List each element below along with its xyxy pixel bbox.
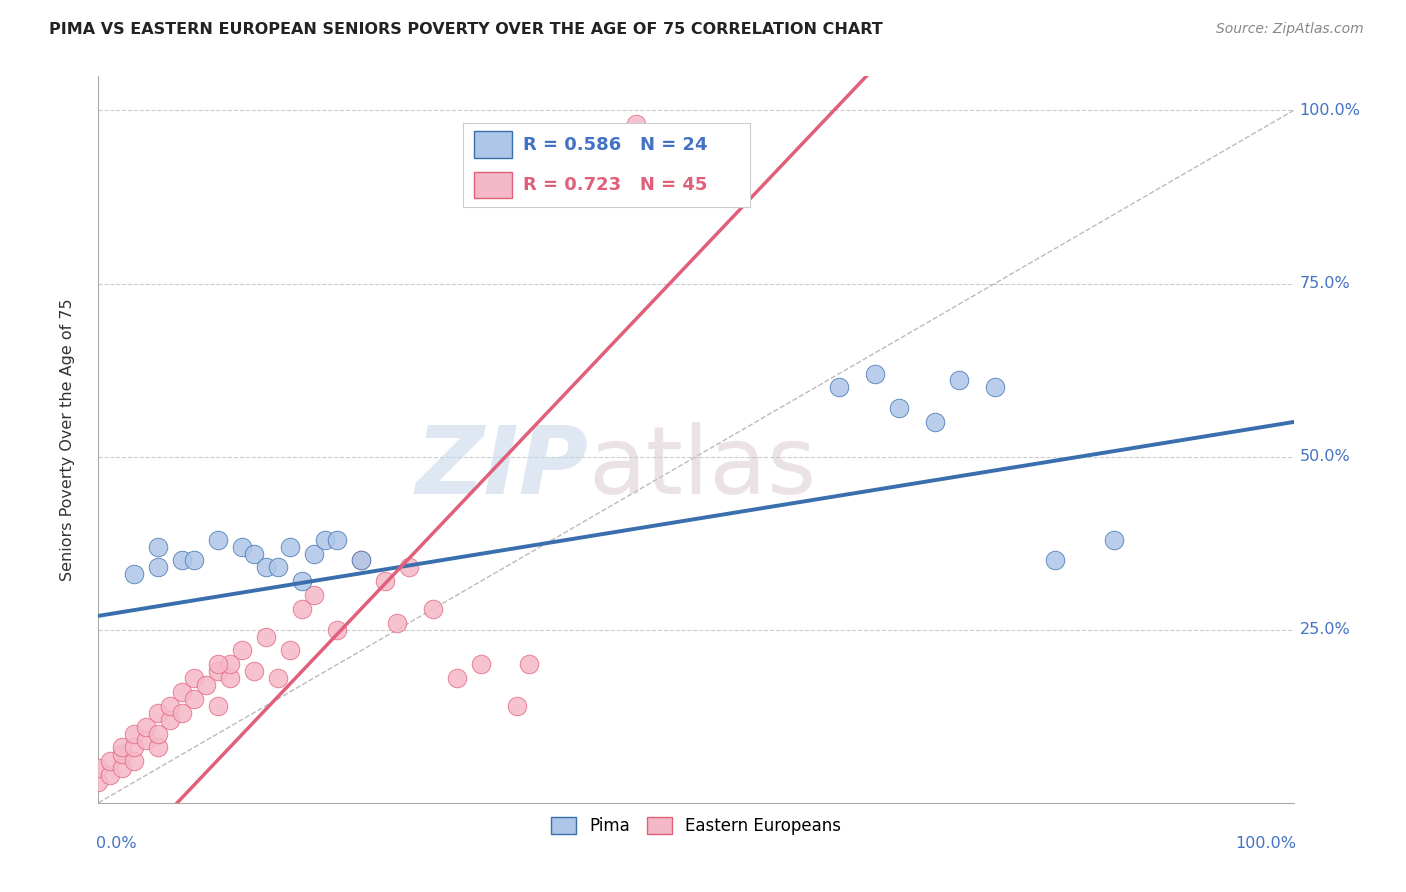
Point [98,754,122,768]
Point [291,574,314,589]
Point [984,380,1007,394]
Point [172,685,194,699]
Text: 25.0%: 25.0% [1299,623,1350,637]
Point [231,540,253,554]
Point [148,540,170,554]
Point [254,630,277,644]
Point [148,560,170,574]
Point [326,623,349,637]
Point [315,533,337,547]
Text: 100.0%: 100.0% [1299,103,1361,118]
Text: ZIP: ZIP [416,423,589,515]
Point [385,615,409,630]
Text: 100.0%: 100.0% [1234,836,1296,850]
Point [87,775,110,789]
Point [219,657,242,672]
Point [219,671,242,685]
Point [183,692,205,706]
Point [87,761,110,775]
Point [111,740,134,755]
Point [207,665,229,679]
Point [267,671,290,685]
Point [626,117,648,131]
Point [148,726,170,740]
Point [828,380,851,394]
Point [148,706,170,720]
Text: Source: ZipAtlas.com: Source: ZipAtlas.com [1216,22,1364,37]
Text: atlas: atlas [589,423,817,515]
Point [398,560,420,574]
Point [517,657,540,672]
Text: 75.0%: 75.0% [1299,276,1350,291]
Point [302,588,325,602]
Point [207,698,229,713]
Point [506,698,529,713]
Point [350,553,373,567]
Point [422,602,444,616]
Point [159,713,181,727]
Point [889,401,911,416]
Point [291,602,314,616]
Point [135,733,157,747]
Point [243,665,266,679]
Point [374,574,396,589]
Point [231,643,253,657]
Y-axis label: Seniors Poverty Over the Age of 75: Seniors Poverty Over the Age of 75 [60,298,75,581]
Point [135,720,157,734]
Point [172,706,194,720]
Point [124,740,146,755]
Point [172,553,194,567]
Point [207,533,229,547]
Point [111,761,134,775]
Legend: Pima, Eastern Europeans: Pima, Eastern Europeans [544,810,848,842]
Text: 50.0%: 50.0% [1299,449,1350,464]
Point [302,547,325,561]
Point [1104,533,1126,547]
Point [148,740,170,755]
Point [948,374,970,388]
Point [124,726,146,740]
Point [183,553,205,567]
Point [124,754,146,768]
Point [278,643,301,657]
Point [207,657,229,672]
Point [124,567,146,582]
Point [278,540,301,554]
Point [446,671,468,685]
Point [254,560,277,574]
Point [865,367,887,381]
Point [183,671,205,685]
Point [1043,553,1066,567]
Point [326,533,349,547]
Point [350,553,373,567]
Point [111,747,134,762]
Point [470,657,492,672]
Point [267,560,290,574]
Point [159,698,181,713]
Point [98,768,122,782]
Text: PIMA VS EASTERN EUROPEAN SENIORS POVERTY OVER THE AGE OF 75 CORRELATION CHART: PIMA VS EASTERN EUROPEAN SENIORS POVERTY… [49,22,883,37]
Point [243,547,266,561]
Point [924,415,946,429]
Point [195,678,218,692]
Text: 0.0%: 0.0% [96,836,136,850]
